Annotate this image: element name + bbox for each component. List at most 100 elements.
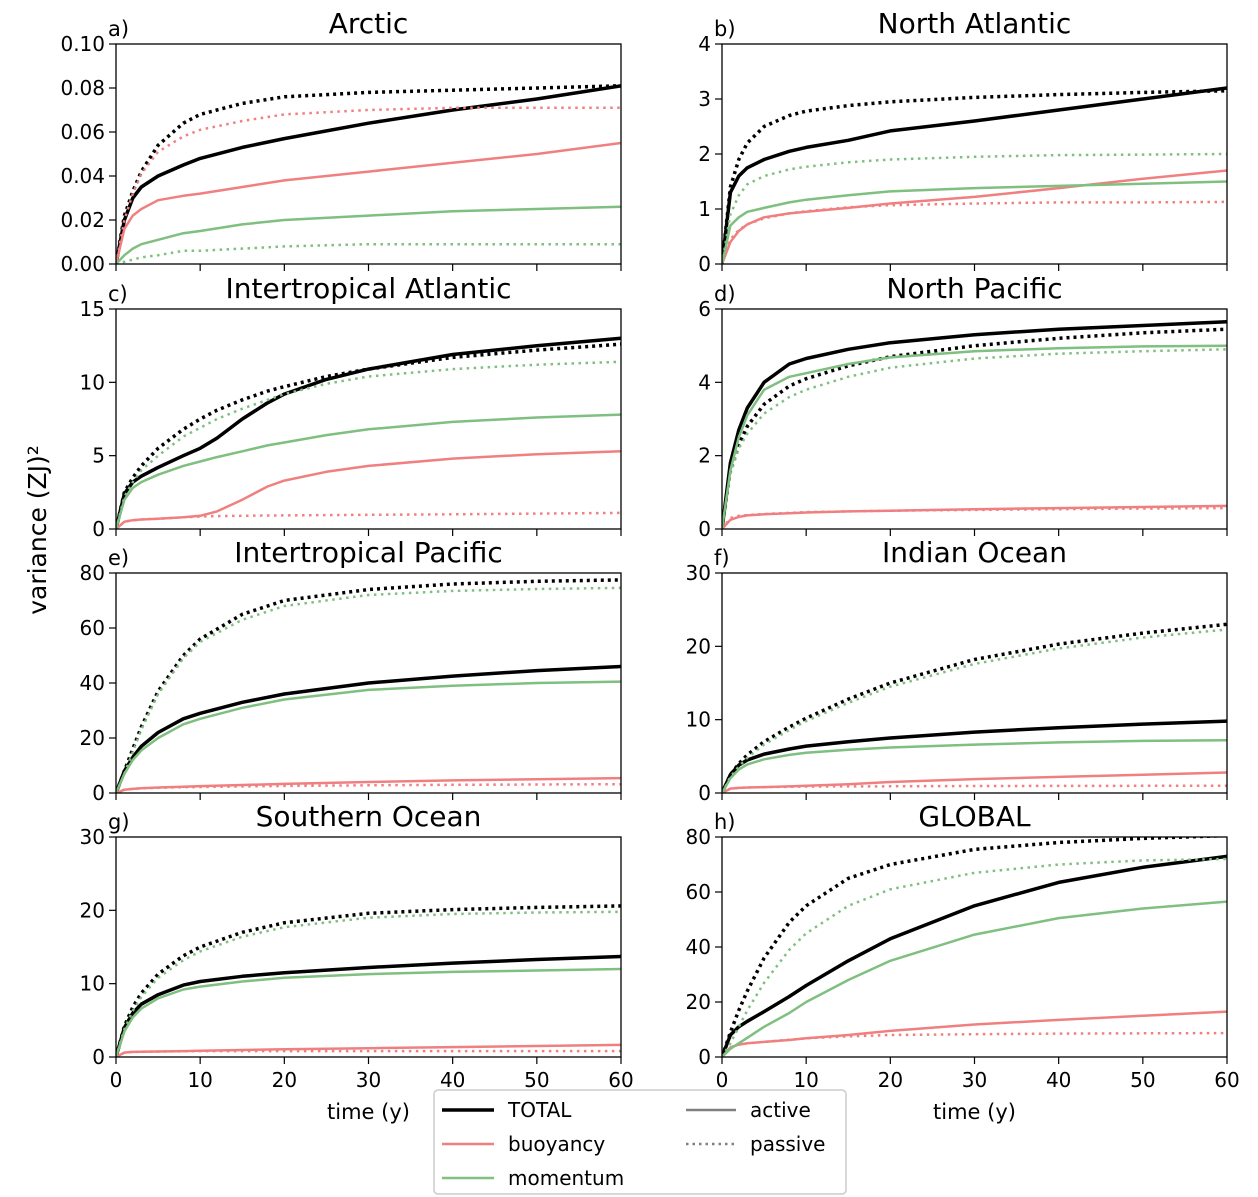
y-tick-label-arctic-0.06: 0.06 (60, 120, 105, 144)
plot-frame-intertropical-atlantic (115, 308, 622, 530)
x-tick-label-southern-ocean-50: 50 (524, 1068, 549, 1092)
chart-title-indian-ocean: Indian Ocean (882, 536, 1067, 569)
legend-label-momentum: momentum (508, 1166, 624, 1190)
legend-label-passive: passive (750, 1132, 826, 1156)
figure-ylabel: variance (ZJ)² (23, 445, 52, 615)
y-tick-label-north-pacific-4: 4 (698, 370, 711, 394)
chart-title-intertropical-atlantic: Intertropical Atlantic (226, 272, 512, 305)
y-tick-label-intertropical-atlantic-0: 0 (92, 517, 105, 541)
y-tick-label-intertropical-atlantic-5: 5 (92, 444, 105, 468)
series-group-southern-ocean (116, 904, 621, 1057)
series-indian-ocean-total-active (722, 719, 1227, 793)
legend-label-total: TOTAL (507, 1098, 572, 1122)
series-group-arctic (116, 84, 621, 264)
series-arctic-total-passive (116, 84, 621, 264)
series-intertropical-pacific-total-active (116, 664, 621, 793)
y-tick-label-global-60: 60 (686, 880, 711, 904)
x-tick-label-global-50: 50 (1130, 1068, 1155, 1092)
series-indian-ocean-buoyancy-passive (722, 784, 1227, 793)
panel-label-global: h) (714, 810, 736, 834)
y-tick-label-north-atlantic-4: 4 (698, 32, 711, 56)
series-north-pacific-momentum-active (722, 344, 1227, 529)
plot-frame-arctic (115, 43, 622, 265)
series-group-north-pacific (722, 320, 1227, 529)
y-tick-label-indian-ocean-30: 30 (686, 561, 711, 585)
series-indian-ocean-momentum-passive (722, 628, 1227, 793)
series-southern-ocean-momentum-active (116, 967, 621, 1057)
series-intertropical-pacific-total-passive (116, 578, 621, 793)
series-north-atlantic-total-passive (722, 89, 1227, 264)
series-arctic-momentum-passive (116, 242, 621, 264)
x-tick-label-global-20: 20 (878, 1068, 903, 1092)
series-north-atlantic-buoyancy-passive (722, 200, 1227, 264)
y-tick-label-north-pacific-0: 0 (698, 517, 711, 541)
series-indian-ocean-buoyancy-active (722, 771, 1227, 793)
plot-frame-indian-ocean (721, 572, 1228, 794)
y-tick-label-north-atlantic-0: 0 (698, 252, 711, 276)
series-southern-ocean-total-active (116, 954, 621, 1057)
panel-southern-ocean: Southern Ocean g) 0 10 20 30 40 50 60 0 10 20 30 time… (80, 800, 634, 1124)
panel-label-intertropical-atlantic: c) (108, 282, 128, 306)
panel-indian-ocean: Indian Ocean f) 0 10 20 30 (686, 536, 1228, 805)
x-tick-label-global-60: 60 (1214, 1068, 1239, 1092)
series-indian-ocean-momentum-active (722, 738, 1227, 793)
panel-intertropical-pacific: Intertropical Pacific e) 0 20 40 60 80 (80, 536, 622, 805)
y-tick-label-intertropical-pacific-60: 60 (80, 616, 105, 640)
y-tick-label-intertropical-pacific-40: 40 (80, 671, 105, 695)
y-tick-label-southern-ocean-0: 0 (92, 1045, 105, 1069)
series-group-indian-ocean (722, 622, 1227, 793)
y-tick-label-intertropical-pacific-80: 80 (80, 561, 105, 585)
y-tick-label-arctic-0.00: 0.00 (60, 252, 105, 276)
series-southern-ocean-buoyancy-passive (116, 1049, 621, 1057)
y-tick-label-global-80: 80 (686, 825, 711, 849)
panel-label-north-pacific: d) (714, 282, 736, 306)
y-tick-label-north-atlantic-3: 3 (698, 87, 711, 111)
series-southern-ocean-momentum-passive (116, 910, 621, 1057)
panel-label-southern-ocean: g) (108, 810, 130, 834)
y-tick-label-arctic-0.08: 0.08 (60, 76, 105, 100)
series-intertropical-atlantic-momentum-passive (116, 360, 621, 529)
series-intertropical-pacific-momentum-passive (116, 586, 621, 793)
y-tick-label-arctic-0.10: 0.10 (60, 32, 105, 56)
y-tick-label-arctic-0.04: 0.04 (60, 164, 105, 188)
series-global-total-active (722, 854, 1227, 1057)
panel-north-pacific: North Pacific d) 0 2 4 6 (698, 272, 1228, 541)
series-intertropical-atlantic-buoyancy-active (116, 450, 621, 529)
y-tick-label-indian-ocean-20: 20 (686, 634, 711, 658)
x-tick-label-global-0: 0 (716, 1068, 729, 1092)
x-tick-label-global-10: 10 (793, 1068, 818, 1092)
y-tick-label-arctic-0.02: 0.02 (60, 208, 105, 232)
series-north-atlantic-total-active (722, 86, 1227, 264)
x-tick-label-global-30: 30 (962, 1068, 987, 1092)
series-global-buoyancy-passive (722, 1031, 1227, 1057)
series-global-momentum-passive (722, 857, 1227, 1057)
panel-north-atlantic: North Atlantic b) 0 1 2 3 4 (698, 7, 1228, 276)
x-tick-label-southern-ocean-30: 30 (356, 1068, 381, 1092)
series-arctic-momentum-active (116, 205, 621, 264)
chart-title-arctic: Arctic (329, 7, 409, 40)
panel-intertropical-atlantic: Intertropical Atlantic c) 0 5 10 15 (80, 272, 622, 541)
y-tick-label-intertropical-atlantic-15: 15 (80, 297, 105, 321)
x-axis-label-global: time (y) (933, 1100, 1016, 1124)
panel-arctic: Arctic a) 0.00 0.02 0.04 0.06 0.08 0.10 (60, 7, 622, 276)
series-group-global (722, 837, 1227, 1057)
y-tick-label-southern-ocean-30: 30 (80, 825, 105, 849)
series-north-pacific-total-active (722, 320, 1227, 529)
plot-frame-southern-ocean (115, 836, 622, 1058)
y-tick-label-global-0: 0 (698, 1045, 711, 1069)
x-tick-label-southern-ocean-40: 40 (440, 1068, 465, 1092)
y-tick-label-north-pacific-6: 6 (698, 297, 711, 321)
y-tick-label-north-pacific-2: 2 (698, 444, 711, 468)
legend-label-buoyancy: buoyancy (508, 1132, 605, 1156)
y-tick-label-intertropical-pacific-20: 20 (80, 726, 105, 750)
chart-title-southern-ocean: Southern Ocean (256, 800, 482, 833)
series-group-north-atlantic (722, 86, 1227, 264)
x-tick-label-southern-ocean-0: 0 (110, 1068, 123, 1092)
series-intertropical-atlantic-momentum-active (116, 413, 621, 529)
legend-frame (433, 1089, 847, 1195)
y-tick-label-indian-ocean-0: 0 (698, 781, 711, 805)
x-tick-label-global-40: 40 (1046, 1068, 1071, 1092)
panel-label-intertropical-pacific: e) (108, 546, 129, 570)
legend-label-active: active (750, 1098, 811, 1122)
series-arctic-buoyancy-passive (116, 106, 621, 264)
